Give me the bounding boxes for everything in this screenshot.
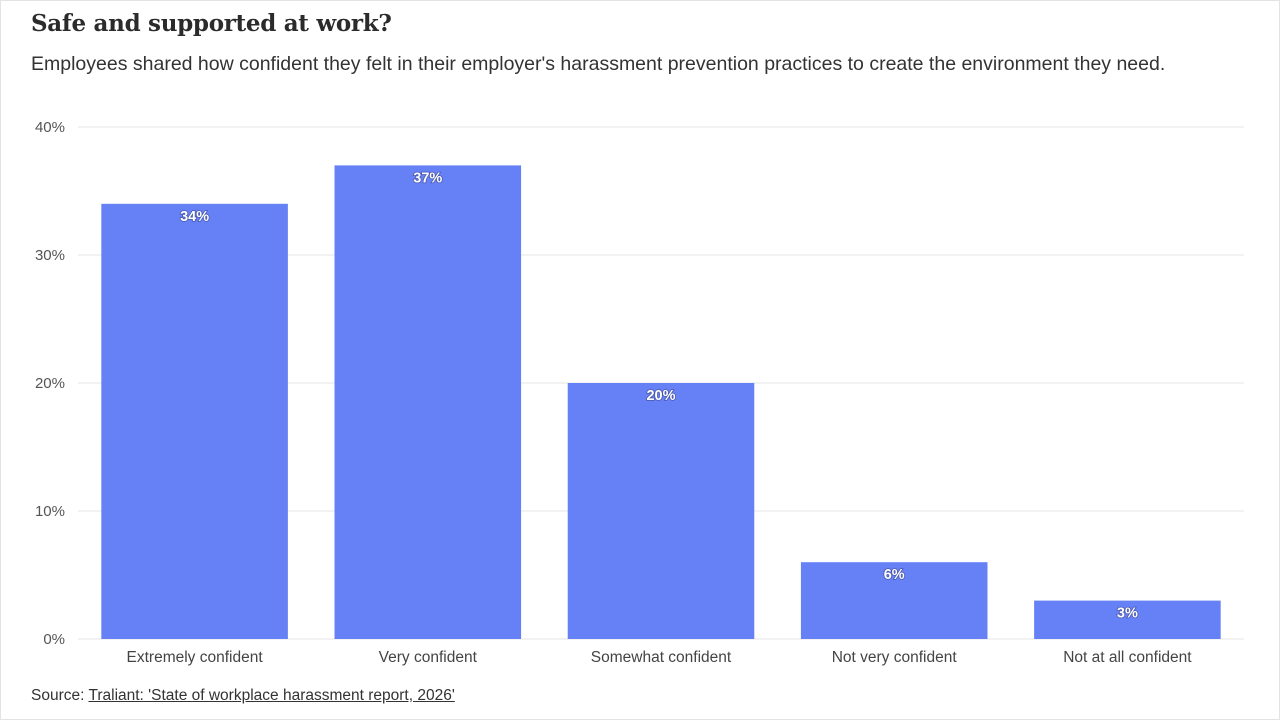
source-prefix: Source:	[31, 687, 89, 704]
source-line: Source: Traliant: 'State of workplace ha…	[31, 687, 455, 705]
bar	[334, 165, 522, 639]
source-link[interactable]: Traliant: 'State of workplace harassment…	[88, 687, 455, 704]
y-tick-label: 40%	[35, 119, 65, 136]
x-tick-label: Somewhat confident	[591, 649, 732, 666]
y-tick-label: 30%	[35, 247, 65, 264]
x-tick-label: Not very confident	[832, 649, 958, 666]
chart-subtitle: Employees shared how confident they felt…	[31, 53, 1166, 75]
x-tick-label: Very confident	[379, 649, 478, 666]
bar	[800, 562, 988, 639]
bar-value-label: 34%	[180, 209, 209, 225]
bar-value-label: 20%	[646, 388, 675, 404]
bar	[1034, 600, 1221, 639]
chart-title: Safe and supported at work?	[31, 10, 392, 37]
x-tick-label: Not at all confident	[1063, 649, 1192, 666]
bar	[567, 383, 755, 639]
y-tick-label: 10%	[35, 503, 65, 520]
y-tick-label: 20%	[35, 375, 65, 392]
bar	[101, 203, 288, 640]
y-tick-label: 0%	[43, 631, 65, 648]
bar-value-label: 3%	[1117, 606, 1138, 622]
bar-value-label: 6%	[884, 567, 905, 583]
bar-value-label: 37%	[413, 170, 442, 186]
x-tick-label: Extremely confident	[127, 649, 264, 666]
